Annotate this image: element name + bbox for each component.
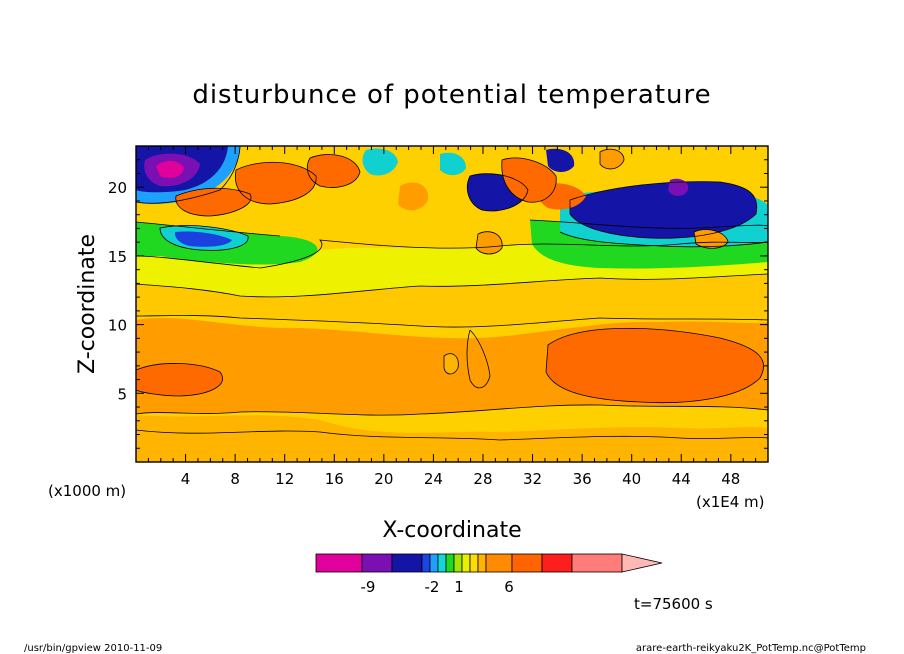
x-unit-right: (x1E4 m) <box>696 493 765 511</box>
colorbar-segment <box>461 553 471 573</box>
plot-frame <box>135 145 769 463</box>
colorbar-segment <box>511 553 543 573</box>
x-tick-label: 36 <box>573 470 592 488</box>
colorbar-arrow <box>621 553 663 573</box>
field-warm-pocket-2 <box>235 162 317 204</box>
field-warm-pocket-6 <box>398 182 429 211</box>
plot-area <box>136 146 768 462</box>
colorbar-label: -2 <box>425 578 440 596</box>
x-tick-label: 24 <box>424 470 443 488</box>
y-tick-label: 10 <box>108 317 127 335</box>
colorbar-labels: -9 -2 1 6 <box>361 578 514 596</box>
y-tick-label: 15 <box>108 248 127 266</box>
field-warm-pocket-8 <box>694 229 728 249</box>
y-tick-label: 20 <box>108 179 127 197</box>
colorbar-segment <box>421 553 431 573</box>
field-warm-pocket-1 <box>175 188 252 216</box>
field-warm-pocket-10 <box>444 353 459 374</box>
field-cyan-top-mid <box>362 148 398 176</box>
x-unit-left: (x1000 m) <box>48 482 126 500</box>
colorbar-segment <box>571 553 623 573</box>
colorbar-label: 1 <box>454 578 464 596</box>
x-tick-label: 44 <box>672 470 691 488</box>
x-tick-labels: 4 8 12 16 20 24 28 32 36 40 44 48 <box>181 470 741 488</box>
chart-title: disturbunce of potential temperature <box>192 80 711 110</box>
x-tick-label: 8 <box>230 470 240 488</box>
x-tick-label: 20 <box>374 470 393 488</box>
colorbar-label: -9 <box>361 578 376 596</box>
field-magenta-topleft <box>156 160 184 178</box>
y-tick-labels: 5 10 15 20 <box>108 179 127 403</box>
colorbar <box>315 553 663 573</box>
axis-ticks <box>135 145 769 463</box>
colorbar-segment <box>361 553 393 573</box>
field-cyan-top-mid2 <box>440 152 466 176</box>
colorbar-segment <box>315 553 363 573</box>
colorbar-segment <box>469 553 479 573</box>
contour-lines <box>136 146 768 441</box>
x-axis-label: X-coordinate <box>382 518 521 543</box>
field-navy-right <box>570 181 757 239</box>
x-tick-label: 4 <box>181 470 191 488</box>
colorbar-segment <box>541 553 573 573</box>
colorbar-segment <box>453 553 463 573</box>
colorbar-label: 6 <box>504 578 514 596</box>
x-tick-label: 28 <box>473 470 492 488</box>
field-blue-left <box>174 231 232 247</box>
time-label: t=75600 s <box>634 595 713 613</box>
field-purple-right <box>668 178 689 196</box>
x-tick-label: 32 <box>523 470 542 488</box>
field-navy-top-right <box>546 148 575 172</box>
colorbar-segment <box>445 553 455 573</box>
field-warm-pocket-9 <box>600 149 624 169</box>
colorbar-segment <box>437 553 447 573</box>
field-upper-band <box>136 271 768 328</box>
y-axis-label: Z-coordinate <box>75 234 100 374</box>
field-blob-right <box>546 328 764 403</box>
y-tick-label: 5 <box>117 385 127 403</box>
x-tick-label: 12 <box>275 470 294 488</box>
field-blob-left <box>136 363 223 396</box>
colorbar-segment <box>429 553 439 573</box>
colorbar-segment <box>485 553 513 573</box>
x-tick-label: 48 <box>721 470 740 488</box>
footer-right: arare-earth-reikyaku2K_PotTemp.nc@PotTem… <box>636 643 866 654</box>
field-warm-pocket-5 <box>538 183 586 210</box>
colorbar-segment <box>477 553 487 573</box>
footer-left: /usr/bin/gpview 2010-11-09 <box>24 643 162 654</box>
x-tick-label: 16 <box>325 470 344 488</box>
x-tick-label: 40 <box>622 470 641 488</box>
colorbar-segment <box>391 553 423 573</box>
field-warm-pocket-7 <box>476 231 503 254</box>
field-warm-pocket-3 <box>307 154 360 188</box>
